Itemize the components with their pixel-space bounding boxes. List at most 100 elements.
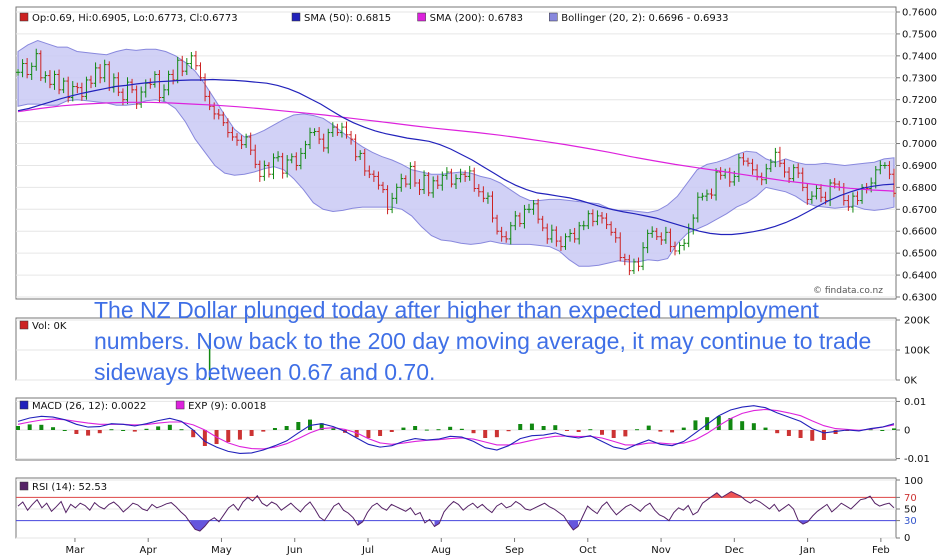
volume-gridlines bbox=[16, 319, 896, 381]
macd-histogram-bar bbox=[483, 430, 488, 438]
price-tick-label: 0.6900 bbox=[902, 161, 937, 172]
ohlc-bar bbox=[627, 254, 632, 276]
price-tick-label: 0.6600 bbox=[902, 227, 937, 238]
ohlc-bar bbox=[166, 70, 171, 96]
macd-histogram-bar bbox=[121, 430, 126, 431]
macd-histogram-bar bbox=[740, 421, 745, 430]
ohlc-bar bbox=[508, 221, 513, 245]
macd-histogram-bar bbox=[424, 429, 429, 431]
ohlc-bar bbox=[472, 167, 477, 192]
volume-tick-label: 0K bbox=[904, 376, 917, 387]
ohlc-bar bbox=[175, 56, 180, 84]
chart-annotation: The NZ Dollar plunged today after higher… bbox=[94, 297, 872, 385]
ohlc-bar bbox=[873, 166, 878, 189]
macd-histogram-bar bbox=[354, 430, 359, 438]
ohlc-bar bbox=[20, 59, 25, 78]
macd-histogram-bar bbox=[506, 430, 511, 432]
volume-legend: Vol: 0K bbox=[19, 320, 67, 332]
macd-histogram-bar bbox=[156, 426, 161, 430]
ohlc-bar bbox=[403, 175, 408, 188]
ohlc-bar bbox=[668, 228, 673, 253]
ohlc-bar bbox=[239, 135, 244, 150]
ohlc-bar bbox=[84, 76, 89, 100]
macd-histogram-bar bbox=[868, 429, 873, 431]
ohlc-bar bbox=[481, 186, 486, 203]
macd-histogram-bar bbox=[786, 430, 791, 436]
macd-histogram-bar bbox=[308, 419, 312, 430]
ohlc-bar bbox=[782, 159, 787, 178]
macd-histogram-bar bbox=[728, 418, 733, 430]
ohlc-bar bbox=[590, 209, 595, 227]
macd-histogram-bar bbox=[681, 427, 686, 430]
price-tick-label: 0.7200 bbox=[902, 95, 937, 106]
ohlc-bar bbox=[116, 72, 121, 97]
ohlc-bar bbox=[673, 241, 677, 256]
ohlc-bar bbox=[344, 121, 349, 139]
ohlc-bar bbox=[522, 204, 527, 229]
ohlc-bar bbox=[467, 166, 472, 181]
ohlc-bar bbox=[796, 163, 801, 179]
ohlc-bar bbox=[230, 127, 235, 141]
ohlc-bar bbox=[235, 133, 239, 146]
price-legend: Op:0.69, Hi:0.6905, Lo:0.6773, Cl:0.6773… bbox=[19, 12, 728, 24]
macd-tick-label: 0.01 bbox=[904, 397, 926, 408]
ohlc-bar bbox=[225, 118, 230, 138]
macd-histogram-bar bbox=[132, 430, 137, 432]
ohlc-bar bbox=[563, 233, 568, 250]
ohlc-bar bbox=[139, 86, 144, 108]
ohlc-bar bbox=[280, 152, 285, 179]
ohlc-bar bbox=[645, 229, 650, 254]
rsi-oversold-fill bbox=[190, 520, 210, 531]
ohlc-bar bbox=[394, 183, 399, 204]
ohlc-bar bbox=[454, 174, 458, 190]
ohlc-bar bbox=[463, 170, 468, 182]
ohlc-bar bbox=[285, 155, 290, 178]
ohlc-bar bbox=[385, 185, 390, 215]
ohlc-bar bbox=[289, 153, 294, 164]
ohlc-bar bbox=[545, 223, 550, 244]
ohlc-bar bbox=[636, 257, 641, 272]
ohlc-bar bbox=[892, 168, 896, 198]
rsi-tick-label: 50 bbox=[904, 505, 917, 516]
macd-histogram-bar bbox=[763, 427, 768, 430]
macd-histogram-bar bbox=[611, 430, 616, 438]
macd-histogram-bar bbox=[880, 430, 885, 431]
ohlc-bar bbox=[253, 144, 258, 169]
ohlc-bar bbox=[362, 149, 367, 176]
ohlc-bar bbox=[157, 70, 162, 103]
macd-tick-label: 0 bbox=[904, 426, 910, 437]
ohlc-bar bbox=[412, 161, 417, 187]
ohlc-bar bbox=[759, 172, 764, 186]
rsi-tick-label: 0 bbox=[904, 533, 910, 544]
macd-histogram-bar bbox=[775, 430, 780, 434]
legend-swatch-1 bbox=[175, 400, 185, 410]
ohlc-bar bbox=[326, 128, 331, 154]
ohlc-bar bbox=[330, 122, 335, 137]
ohlc-bar bbox=[303, 140, 308, 159]
watermark: © findata.co.nz bbox=[813, 286, 883, 296]
ohlc-bar bbox=[262, 160, 267, 181]
macd-histogram-bar bbox=[167, 424, 172, 430]
ohlc-bar bbox=[408, 162, 413, 190]
ohlc-bar bbox=[207, 90, 212, 111]
macd-histogram-bar bbox=[529, 423, 534, 430]
macd-histogram-bar bbox=[716, 416, 721, 430]
price-y-axis: 0.6300 0.6400 0.6500 0.6600 0.6700 0.6800 0.69… bbox=[896, 8, 937, 304]
legend-label-0: Op:0.69, Hi:0.6905, Lo:0.6773, Cl:0.6773 bbox=[32, 13, 238, 24]
ohlc-bar bbox=[540, 215, 545, 232]
x-tick-label-feb: Feb bbox=[872, 545, 890, 556]
ohlc-bar bbox=[203, 73, 208, 102]
macd-histogram-bar bbox=[459, 428, 464, 430]
ohlc-bar bbox=[878, 160, 883, 175]
ohlc-bar bbox=[294, 152, 299, 171]
ohlc-bar bbox=[513, 210, 518, 231]
ohlc-bar bbox=[358, 150, 363, 160]
macd-histogram-bar bbox=[237, 430, 242, 440]
ohlc-bar bbox=[777, 146, 782, 168]
ohlc-bar bbox=[298, 147, 303, 170]
ohlc-bar bbox=[184, 58, 189, 76]
ohlc-bar bbox=[654, 227, 659, 240]
ohlc-bar bbox=[180, 55, 185, 77]
ohlc-bar bbox=[308, 127, 312, 150]
